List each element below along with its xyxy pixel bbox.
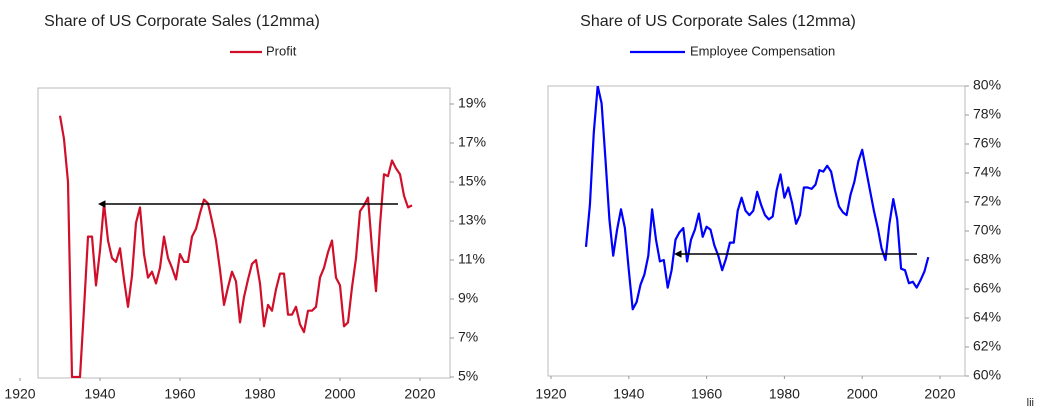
plot-box <box>37 87 451 379</box>
x-tick-label: 1920 <box>535 386 566 402</box>
chart-title: Share of US Corporate Sales (12mma) <box>44 13 320 30</box>
x-tick-label: 2000 <box>324 386 355 402</box>
y-tick-label: 68% <box>973 251 1001 267</box>
data-line <box>58 115 413 378</box>
x-tick-label: 1940 <box>84 386 115 402</box>
x-tick-label: 2020 <box>404 386 435 402</box>
x-tick-label: 1980 <box>769 386 800 402</box>
chart-title: Share of US Corporate Sales (12mma) <box>580 13 856 30</box>
x-tick-label: 2000 <box>847 386 878 402</box>
y-tick-label: 15% <box>458 173 486 189</box>
y-tick-label: 80% <box>973 77 1001 93</box>
x-tick-label: 1940 <box>613 386 644 402</box>
footer: lii <box>1027 397 1034 409</box>
x-tick-label: 1960 <box>164 386 195 402</box>
legend-label: Employee Compensation <box>690 43 835 58</box>
x-tick-label: 2020 <box>924 386 955 402</box>
y-tick-label: 64% <box>973 309 1001 325</box>
y-tick-label: 17% <box>458 134 486 150</box>
y-tick-label: 60% <box>973 367 1001 383</box>
y-tick-label: 11% <box>458 251 485 267</box>
x-tick-label: 1960 <box>691 386 722 402</box>
x-tick-label: 1920 <box>4 386 35 402</box>
y-tick-label: 66% <box>973 280 1001 296</box>
y-tick-label: 13% <box>458 212 486 228</box>
y-tick-label: 19% <box>458 95 486 111</box>
y-tick-label: 7% <box>458 329 478 345</box>
y-tick-label: 5% <box>458 368 478 384</box>
y-tick-label: 74% <box>973 164 1001 180</box>
legend-label: Profit <box>266 43 297 58</box>
y-tick-label: 72% <box>973 193 1001 209</box>
y-tick-label: 76% <box>973 135 1001 151</box>
charts: Share of US Corporate Sales (12mma) 5% 7% 9… <box>4 13 1001 401</box>
data-line <box>584 86 930 311</box>
y-tick-label: 62% <box>973 338 1001 354</box>
x-tick-label: 1980 <box>244 386 275 402</box>
y-tick-label: 70% <box>973 222 1001 238</box>
y-tick-label: 78% <box>973 106 1001 122</box>
y-tick-label: 9% <box>458 290 478 306</box>
